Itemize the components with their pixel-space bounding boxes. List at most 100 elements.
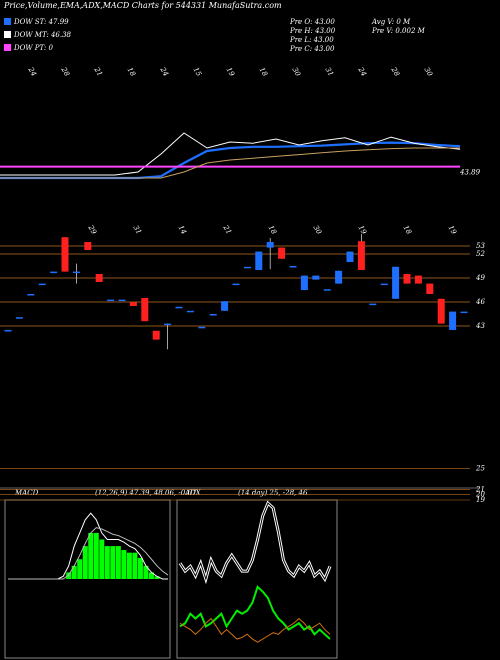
date-label: 18 — [267, 224, 279, 236]
histogram-bar — [82, 546, 88, 579]
candle-body — [369, 303, 377, 306]
candle-body — [61, 237, 69, 272]
histogram-bar — [115, 546, 121, 579]
histogram-bar — [121, 550, 127, 579]
ema-line — [0, 132, 461, 176]
candle-body — [437, 298, 445, 324]
histogram-bar — [104, 546, 110, 579]
adx-line — [179, 502, 331, 581]
date-label: 19 — [447, 224, 459, 236]
date-label: 30 — [312, 224, 324, 236]
candle-body — [50, 271, 58, 274]
adx-line — [179, 617, 331, 643]
date-label: 24 — [356, 65, 368, 78]
date-label: 31 — [324, 66, 335, 78]
histogram-bar — [126, 552, 132, 579]
candle-body — [449, 311, 457, 330]
title: Price,Volume,EMA,ADX,MACD Charts for 544… — [3, 1, 282, 10]
date-label: 19 — [357, 224, 369, 236]
candle-body — [4, 330, 12, 332]
histogram-bar — [148, 572, 154, 579]
date-label: 24 — [158, 65, 170, 78]
candle-body — [84, 242, 92, 250]
candle-body — [243, 266, 251, 269]
candle-body — [300, 275, 308, 290]
histogram-bar — [143, 565, 149, 579]
y-tick-label: 21 — [475, 485, 485, 493]
histogram-bar — [132, 552, 138, 579]
date-label: 21 — [221, 223, 233, 236]
candle-body — [403, 274, 411, 284]
pt-label: 43.89 — [459, 169, 481, 177]
stat: Avg V: 0 M — [371, 18, 411, 26]
date-label: 24 — [26, 65, 38, 78]
candle-body — [186, 310, 194, 313]
y-tick-label: 25 — [475, 464, 485, 472]
ohlc: Pre H: 43.00 — [289, 27, 336, 35]
date-label: 14 — [177, 224, 188, 236]
histogram-bar — [88, 532, 94, 579]
panel-title: ADX — [184, 489, 202, 497]
candle-body — [72, 271, 80, 274]
histogram-bar — [99, 539, 105, 579]
candle-body — [266, 242, 274, 248]
candle-body — [95, 274, 103, 282]
date-label: 18 — [402, 224, 414, 236]
candle-body — [209, 314, 217, 316]
histogram-bar — [154, 576, 160, 579]
candle-body — [129, 302, 137, 306]
candle-body — [392, 266, 400, 299]
histogram-bar — [77, 559, 83, 579]
candle-body — [198, 326, 206, 329]
date-label: 21 — [92, 65, 104, 78]
date-label: 15 — [192, 66, 204, 78]
ema-line — [0, 147, 460, 179]
histogram-bar — [137, 557, 143, 579]
histogram-bar — [110, 546, 116, 579]
date-label: 19 — [225, 66, 237, 78]
legend-label: DOW PT: 0 — [13, 44, 53, 52]
candle-body — [414, 275, 422, 284]
candle-body — [380, 283, 388, 286]
candle-body — [175, 306, 183, 309]
ohlc: Pre C: 43.00 — [289, 45, 335, 53]
y-tick-label: 49 — [475, 274, 485, 282]
ohlc: Pre O: 43.00 — [289, 18, 335, 26]
macd-line — [8, 527, 169, 580]
candle-body — [255, 251, 263, 270]
legend-swatch — [4, 44, 11, 51]
panel-subtitle: (14 day) 25, -28, 46 — [238, 489, 308, 497]
candle-body — [357, 241, 365, 270]
candle-body — [107, 299, 115, 302]
legend-swatch — [4, 31, 11, 38]
candle-body — [323, 289, 331, 291]
ohlc: Pre L: 43.00 — [289, 36, 334, 44]
candle-body — [27, 294, 35, 296]
legend-swatch — [4, 18, 11, 25]
y-tick-label: 19 — [476, 496, 485, 504]
panel-subtitle: (12,26,9) 47.39, 48.06, -0.67 — [95, 489, 197, 497]
stat: Pre V: 0.002 M — [371, 27, 426, 35]
y-tick-label: 20 — [475, 491, 485, 499]
candle-body — [15, 317, 23, 319]
histogram-bar — [71, 565, 77, 579]
panel-title: MACD — [14, 489, 39, 497]
legend-label: DOW ST: 47.99 — [13, 18, 69, 26]
candle-body — [426, 283, 434, 294]
date-label: 30 — [291, 66, 303, 78]
histogram-bar — [93, 532, 99, 579]
date-label: 30 — [423, 66, 435, 78]
date-label: 18 — [258, 66, 270, 78]
candle-body — [118, 299, 126, 302]
histogram-bar — [66, 572, 72, 579]
y-tick-label: 43 — [475, 322, 485, 330]
date-label: 18 — [126, 66, 138, 78]
legend-label: DOW MT: 46.38 — [13, 31, 72, 39]
candle-body — [164, 323, 172, 326]
candle-body — [289, 266, 297, 268]
candle-body — [278, 247, 286, 259]
y-tick-label: 53 — [476, 242, 485, 250]
y-tick-label: 52 — [476, 250, 485, 258]
date-label: 31 — [132, 224, 143, 236]
